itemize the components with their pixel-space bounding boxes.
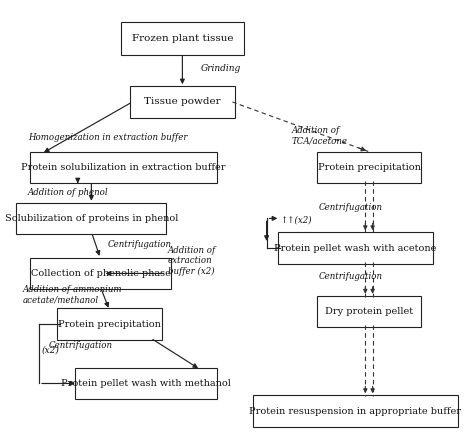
Text: Protein solubilization in extraction buffer: Protein solubilization in extraction buf… xyxy=(21,163,226,172)
Text: Centrifugation: Centrifugation xyxy=(107,240,171,249)
FancyBboxPatch shape xyxy=(130,86,235,118)
FancyBboxPatch shape xyxy=(57,308,162,340)
Text: Grinding: Grinding xyxy=(201,64,241,74)
Text: Tissue powder: Tissue powder xyxy=(144,97,221,106)
FancyBboxPatch shape xyxy=(30,258,171,289)
Text: Addition of
extraction
buffer (x2): Addition of extraction buffer (x2) xyxy=(168,246,216,276)
Text: Homogenization in extraction buffer: Homogenization in extraction buffer xyxy=(27,134,187,142)
Text: Addition of ammonium
acetate/methanol: Addition of ammonium acetate/methanol xyxy=(23,285,123,304)
FancyBboxPatch shape xyxy=(253,395,458,427)
Text: Collection of phenolic phase: Collection of phenolic phase xyxy=(30,269,171,278)
FancyBboxPatch shape xyxy=(317,152,421,183)
Text: Addition of
TCA/acetone: Addition of TCA/acetone xyxy=(292,126,347,146)
Text: Centrifugation: Centrifugation xyxy=(319,272,383,281)
Text: Solubilization of proteins in phenol: Solubilization of proteins in phenol xyxy=(5,214,178,223)
Text: Protein pellet wash with methanol: Protein pellet wash with methanol xyxy=(61,379,231,388)
Text: Centrifugation: Centrifugation xyxy=(319,203,383,212)
Text: Protein precipitation: Protein precipitation xyxy=(318,163,420,172)
FancyBboxPatch shape xyxy=(121,22,244,56)
FancyBboxPatch shape xyxy=(278,232,433,264)
Text: Addition of phenol: Addition of phenol xyxy=(27,188,108,197)
Text: Centrifugation: Centrifugation xyxy=(48,341,112,350)
FancyBboxPatch shape xyxy=(30,152,217,183)
Text: Dry protein pellet: Dry protein pellet xyxy=(325,307,413,316)
Text: Protein precipitation: Protein precipitation xyxy=(58,320,161,329)
Text: Protein resuspension in appropriate buffer: Protein resuspension in appropriate buff… xyxy=(249,407,461,415)
Text: Protein pellet wash with acetone: Protein pellet wash with acetone xyxy=(274,243,437,253)
FancyBboxPatch shape xyxy=(317,295,421,327)
Text: Frozen plant tissue: Frozen plant tissue xyxy=(132,34,233,43)
Text: ↑↑(x2): ↑↑(x2) xyxy=(280,216,312,225)
FancyBboxPatch shape xyxy=(75,368,217,400)
FancyBboxPatch shape xyxy=(16,202,166,234)
Text: (x2): (x2) xyxy=(41,345,59,354)
